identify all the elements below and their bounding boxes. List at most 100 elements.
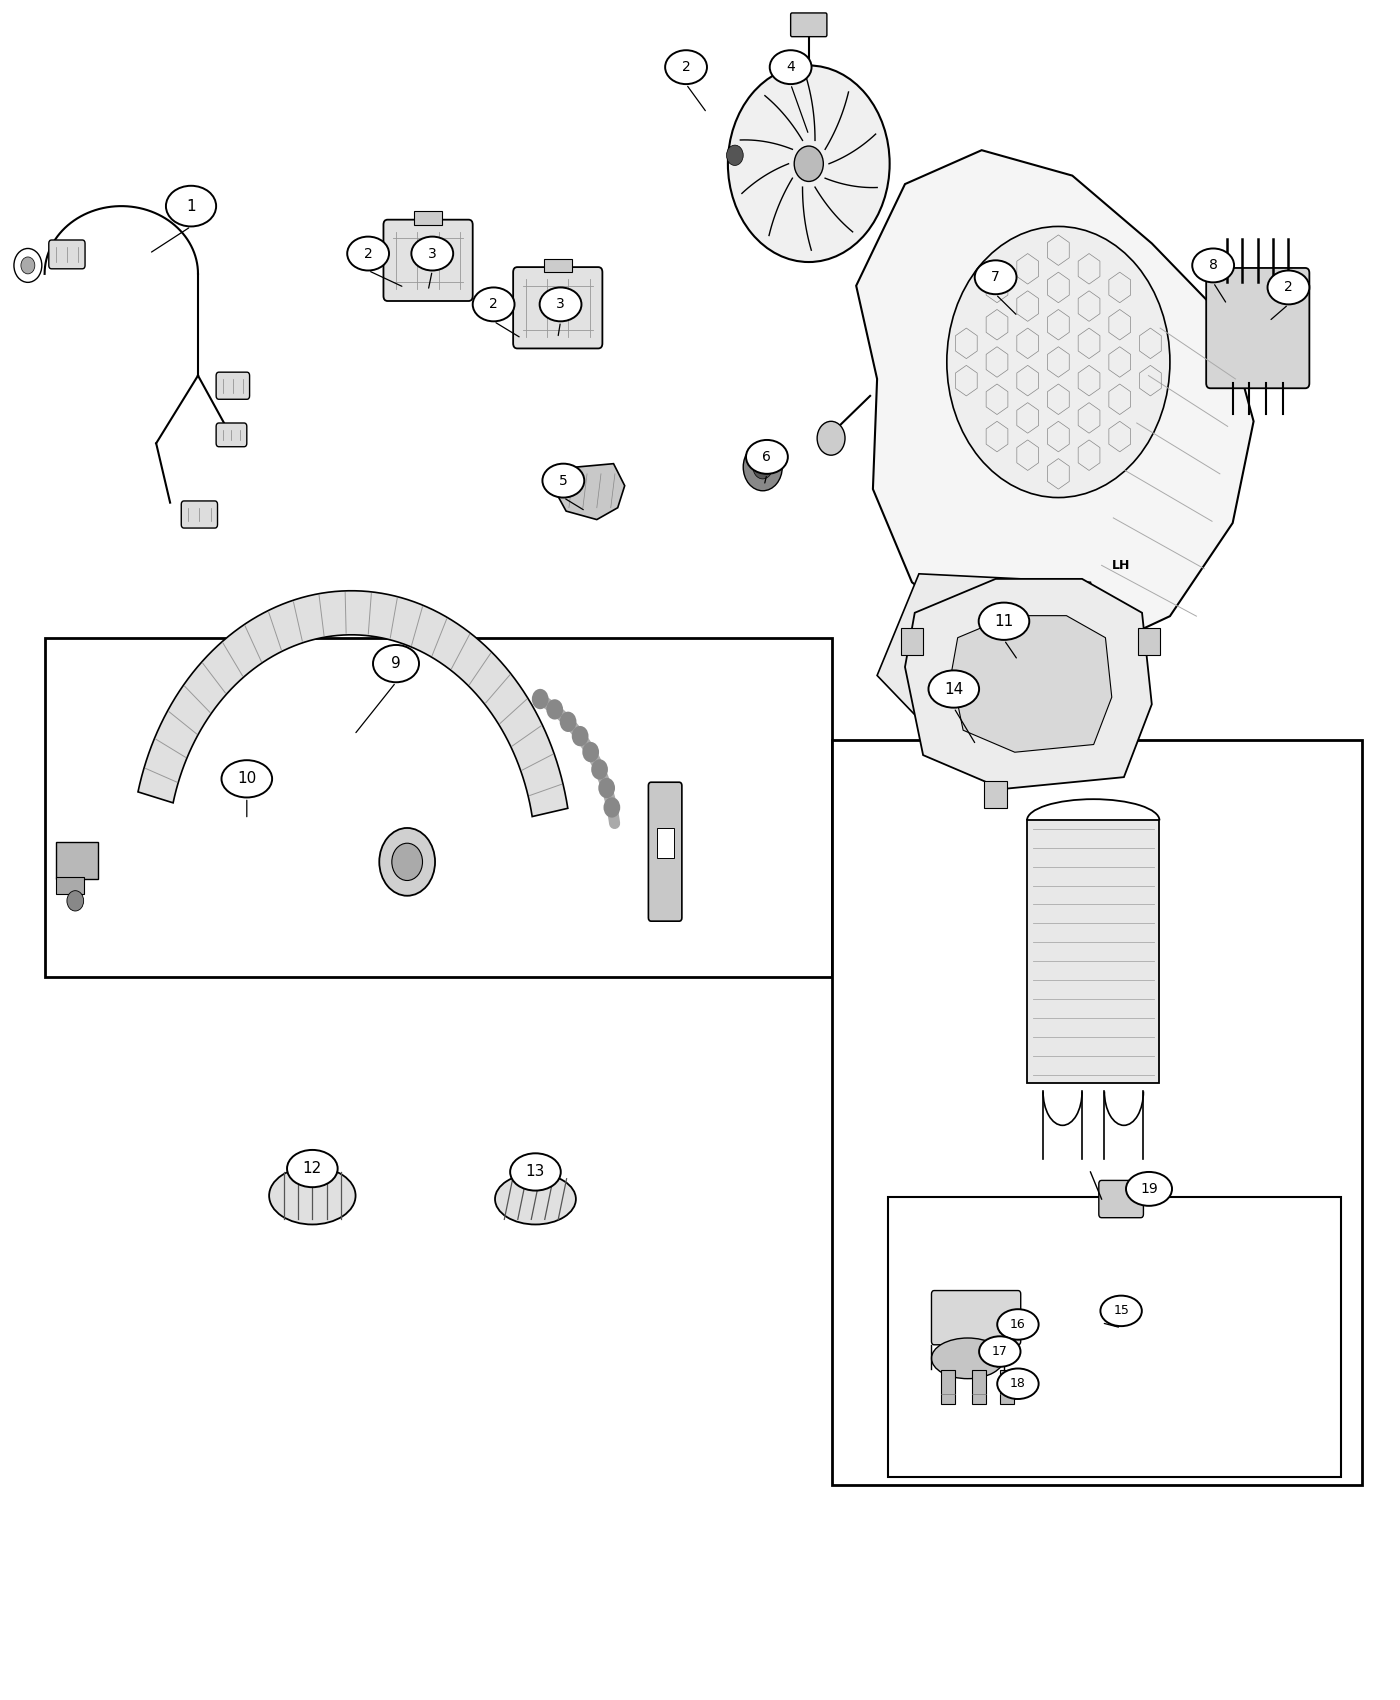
Bar [972, 1370, 986, 1404]
Bar [657, 828, 673, 858]
Ellipse shape [269, 1166, 356, 1224]
Bar [984, 780, 1007, 808]
Text: 1: 1 [186, 199, 196, 214]
Bar [888, 1197, 1341, 1477]
Ellipse shape [1100, 1295, 1142, 1326]
Text: 8: 8 [1208, 258, 1218, 272]
FancyBboxPatch shape [181, 502, 217, 529]
Circle shape [582, 741, 599, 762]
Ellipse shape [997, 1368, 1039, 1399]
Ellipse shape [928, 670, 979, 707]
Ellipse shape [496, 1173, 575, 1224]
Text: 13: 13 [526, 1164, 545, 1180]
Bar [900, 627, 923, 654]
Ellipse shape [473, 287, 515, 321]
Text: 14: 14 [944, 682, 963, 697]
Text: 11: 11 [994, 614, 1014, 629]
FancyBboxPatch shape [216, 372, 249, 400]
Ellipse shape [412, 236, 454, 270]
Circle shape [603, 797, 620, 818]
Circle shape [379, 828, 435, 896]
Ellipse shape [221, 760, 272, 797]
Bar [1000, 1370, 1014, 1404]
Circle shape [560, 712, 577, 733]
Ellipse shape [347, 236, 389, 270]
Text: 18: 18 [1009, 1377, 1026, 1391]
Bar [543, 258, 571, 272]
Circle shape [392, 843, 423, 881]
Circle shape [946, 226, 1170, 498]
Ellipse shape [287, 1149, 337, 1187]
Ellipse shape [931, 1338, 1004, 1379]
FancyBboxPatch shape [791, 14, 827, 37]
Text: 7: 7 [991, 270, 1000, 284]
FancyBboxPatch shape [49, 240, 85, 269]
Circle shape [571, 726, 588, 746]
Text: 3: 3 [556, 298, 566, 311]
Circle shape [67, 891, 84, 911]
Ellipse shape [979, 1336, 1021, 1367]
Ellipse shape [1193, 248, 1233, 282]
Bar [1138, 627, 1161, 654]
Circle shape [818, 422, 846, 456]
Polygon shape [904, 580, 1152, 789]
Ellipse shape [746, 440, 788, 474]
Ellipse shape [539, 287, 581, 321]
FancyBboxPatch shape [384, 219, 473, 301]
Ellipse shape [167, 185, 216, 226]
FancyBboxPatch shape [931, 1290, 1021, 1345]
Circle shape [591, 760, 608, 780]
Bar [414, 211, 442, 224]
Text: 15: 15 [1113, 1304, 1128, 1318]
Circle shape [21, 257, 35, 274]
Circle shape [794, 146, 823, 182]
Text: 17: 17 [991, 1345, 1008, 1358]
Text: 10: 10 [237, 772, 256, 787]
Polygon shape [554, 464, 624, 520]
Ellipse shape [542, 464, 584, 498]
Bar [1028, 821, 1159, 1083]
FancyBboxPatch shape [1207, 269, 1309, 388]
Circle shape [743, 444, 783, 491]
Ellipse shape [510, 1153, 561, 1190]
Text: 16: 16 [1009, 1318, 1026, 1331]
Ellipse shape [665, 51, 707, 83]
FancyBboxPatch shape [514, 267, 602, 348]
FancyBboxPatch shape [648, 782, 682, 921]
Circle shape [728, 66, 889, 262]
FancyBboxPatch shape [216, 423, 246, 447]
Text: 19: 19 [1140, 1182, 1158, 1195]
Polygon shape [876, 575, 1105, 734]
Circle shape [753, 456, 773, 479]
Ellipse shape [974, 260, 1016, 294]
Ellipse shape [1267, 270, 1309, 304]
Text: 4: 4 [787, 60, 795, 75]
Text: 3: 3 [428, 246, 437, 260]
Text: 12: 12 [302, 1161, 322, 1176]
Polygon shape [139, 592, 568, 816]
Circle shape [546, 699, 563, 719]
Circle shape [598, 779, 615, 799]
Bar [833, 740, 1362, 1486]
Text: 9: 9 [391, 656, 400, 672]
Circle shape [532, 688, 549, 709]
Text: 2: 2 [364, 246, 372, 260]
Circle shape [14, 248, 42, 282]
Ellipse shape [979, 602, 1029, 639]
Bar [941, 1370, 955, 1404]
Bar [56, 842, 98, 879]
Circle shape [727, 144, 743, 165]
Bar [56, 877, 84, 894]
Ellipse shape [997, 1309, 1039, 1340]
Text: 5: 5 [559, 474, 568, 488]
Text: 2: 2 [1284, 280, 1292, 294]
FancyBboxPatch shape [1099, 1180, 1144, 1217]
Text: LH: LH [1112, 559, 1130, 571]
Ellipse shape [372, 644, 419, 682]
Polygon shape [857, 150, 1253, 658]
Text: 2: 2 [489, 298, 498, 311]
Text: 6: 6 [763, 450, 771, 464]
Polygon shape [952, 615, 1112, 751]
Ellipse shape [1126, 1171, 1172, 1205]
Bar [45, 638, 833, 978]
